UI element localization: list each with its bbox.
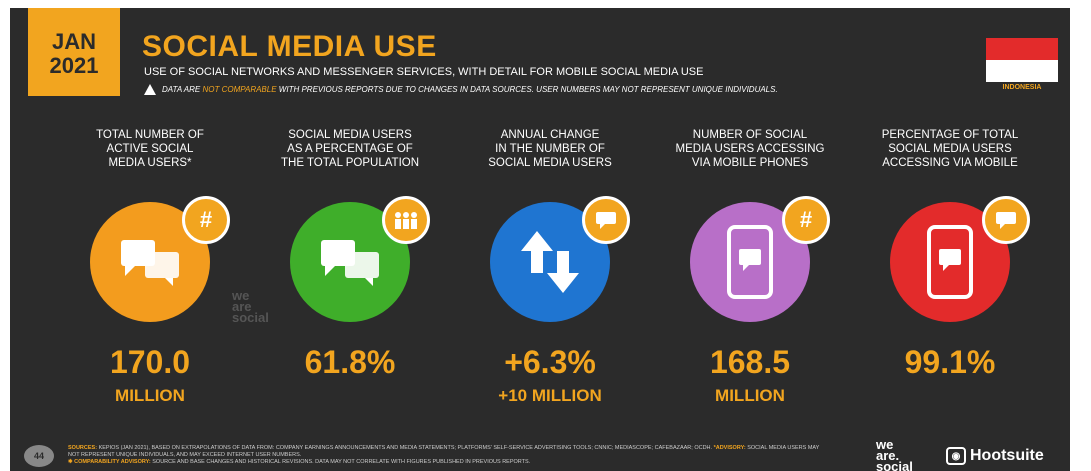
page-number: 44 — [24, 445, 54, 467]
page-subtitle: USE OF SOCIAL NETWORKS AND MESSENGER SER… — [144, 66, 704, 78]
indonesia-flag-icon — [986, 38, 1058, 82]
slide: JAN 2021 SOCIAL MEDIA USE USE OF SOCIAL … — [10, 8, 1070, 471]
stat-label: ANNUAL CHANGE IN THE NUMBER OF SOCIAL MEDI… — [488, 129, 612, 169]
people-icon — [382, 196, 430, 244]
stat-unit: MILLION — [115, 386, 185, 405]
stat-annual-change: ANNUAL CHANGE IN THE NUMBER OF SOCIAL MEDI… — [450, 128, 650, 405]
stat-unit: MILLION — [715, 386, 785, 405]
stat-label: SOCIAL MEDIA USERS AS A PERCENTAGE OF THE … — [280, 129, 420, 169]
stat-unit: +10 MILLION — [498, 386, 602, 405]
stat-mobile-percentage: PERCENTAGE OF TOTAL SOCIAL MEDIA USERS ACC… — [850, 128, 1050, 380]
warning-highlight: NOT COMPARABLE — [202, 85, 277, 94]
stat-value: 61.8% — [304, 344, 396, 380]
stat-value: +6.3% — [504, 344, 596, 380]
stat-total-users: TOTAL NUMBER OF ACTIVE SOCIAL MEDIA USERS*… — [50, 128, 250, 405]
hootsuite-logo: ◉ Hootsuite — [946, 447, 1044, 465]
stat-value: 170.0 — [109, 344, 191, 380]
chat-icon — [582, 196, 630, 244]
we-are-social-logo: we are. social — [876, 437, 913, 471]
stat-label: PERCENTAGE OF TOTAL SOCIAL MEDIA USERS ACC… — [881, 129, 1019, 169]
stat-value: 99.1% — [904, 344, 996, 380]
stat-mobile-users: NUMBER OF SOCIAL MEDIA USERS ACCESSING VIA… — [650, 128, 850, 405]
sources-text: SOURCES: KEPIOS (JAN 2021), BASED ON EXT… — [68, 445, 820, 465]
stat-value: 168.5 — [709, 344, 791, 380]
country-label: INDONESIA — [1002, 84, 1042, 91]
owl-icon: ◉ — [946, 447, 966, 465]
data-warning: DATA ARE NOT COMPARABLE WITH PREVIOUS RE… — [144, 84, 778, 95]
chat-icon — [982, 196, 1030, 244]
date-year: 2021 — [49, 53, 99, 78]
warning-prefix: DATA ARE — [162, 85, 201, 94]
stat-percentage-population: SOCIAL MEDIA USERS AS A PERCENTAGE OF THE … — [250, 128, 450, 380]
stat-label: NUMBER OF SOCIAL MEDIA USERS ACCESSING VIA… — [675, 129, 825, 169]
hash-icon: # — [782, 196, 830, 244]
date-badge: JAN 2021 — [28, 8, 120, 96]
footer: 44 SOURCES: KEPIOS (JAN 2021), BASED ON … — [10, 433, 1070, 471]
hash-icon: # — [182, 196, 230, 244]
warning-icon — [144, 84, 156, 95]
page-title: SOCIAL MEDIA USE — [142, 30, 437, 63]
warning-suffix: WITH PREVIOUS REPORTS DUE TO CHANGES IN … — [278, 85, 778, 94]
we-are-social-watermark: we are social — [232, 288, 269, 325]
date-month: JAN — [51, 29, 96, 54]
stat-label: TOTAL NUMBER OF ACTIVE SOCIAL MEDIA USERS* — [96, 129, 204, 169]
